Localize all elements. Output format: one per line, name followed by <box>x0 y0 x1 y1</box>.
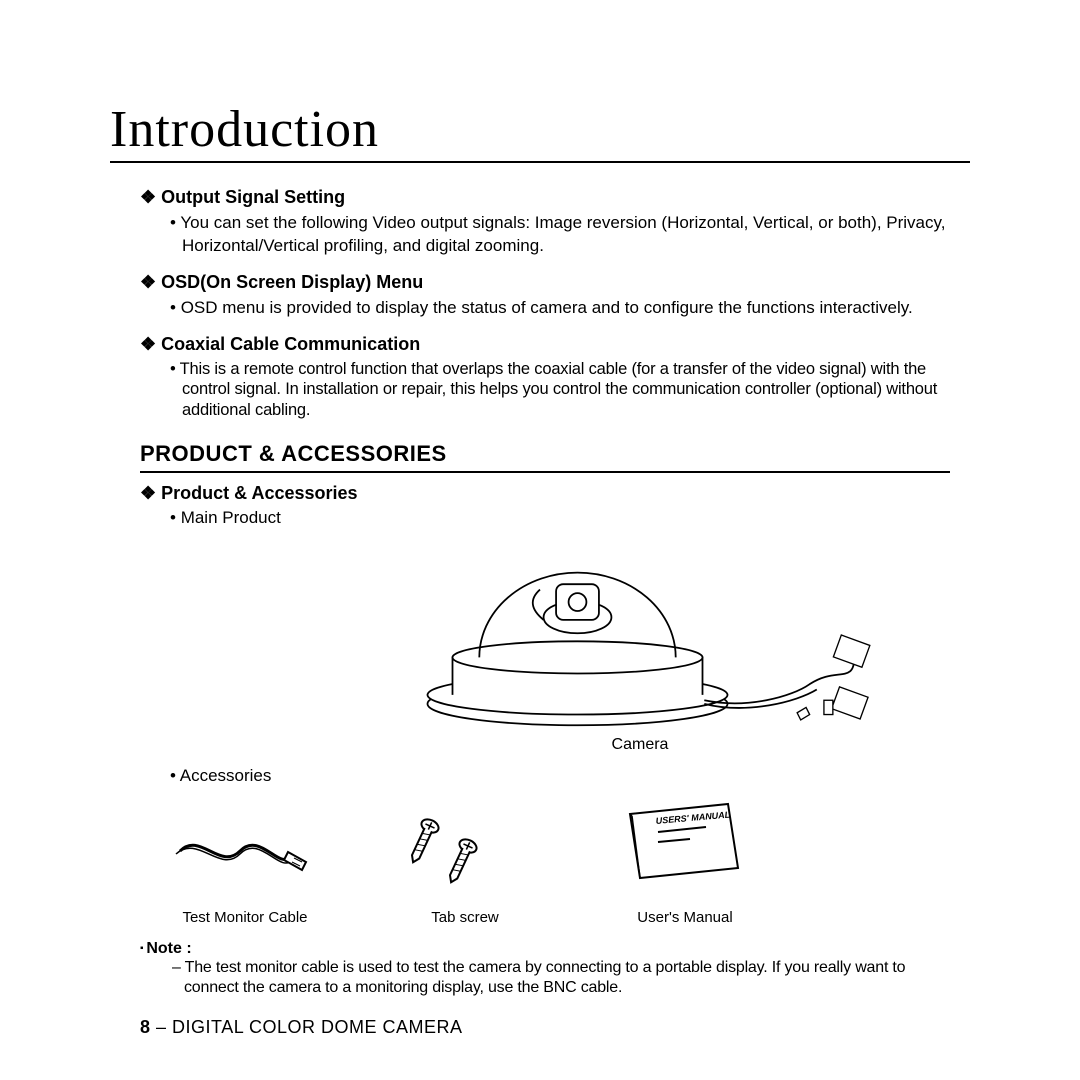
cable-icon <box>170 816 320 891</box>
feature-heading: OSD(On Screen Display) Menu <box>140 272 970 293</box>
product-accessories-subhead: Product & Accessories <box>140 483 970 504</box>
features-list: Output Signal Setting You can set the fol… <box>110 187 970 421</box>
feature-body: You can set the following Video output s… <box>170 212 950 258</box>
note-label: Note : <box>140 940 192 957</box>
section-header-product-accessories: PRODUCT & ACCESSORIES <box>140 441 950 473</box>
accessory-item: Test Monitor Cable <box>170 816 320 926</box>
accessory-caption: User's Manual <box>637 909 732 926</box>
manual-icon: USERS' MANUAL <box>610 796 760 891</box>
accessory-caption: Tab screw <box>431 909 499 926</box>
page-title: Introduction <box>110 100 970 163</box>
note-body: The test monitor cable is used to test t… <box>172 958 950 1000</box>
feature-heading: Coaxial Cable Communication <box>140 334 970 355</box>
camera-illustration: Camera <box>390 534 890 754</box>
accessories-label: Accessories <box>170 766 970 786</box>
accessory-item: USERS' MANUAL User's Manual <box>610 796 760 926</box>
accessory-caption: Test Monitor Cable <box>182 909 307 926</box>
feature-block: OSD(On Screen Display) Menu OSD menu is p… <box>110 272 970 320</box>
note-block: Note : The test monitor cable is used to… <box>140 940 950 1000</box>
footer-product-name: DIGITAL COLOR DOME CAMERA <box>172 1017 463 1037</box>
footer-page-number: 8 <box>140 1017 151 1037</box>
feature-block: Output Signal Setting You can set the fol… <box>110 187 970 258</box>
page-footer: 8 – DIGITAL COLOR DOME CAMERA <box>140 1017 970 1038</box>
feature-body: OSD menu is provided to display the stat… <box>170 297 950 320</box>
accessory-item: Tab screw <box>390 816 540 926</box>
screws-icon <box>390 816 540 891</box>
feature-body: This is a remote control function that o… <box>170 359 950 421</box>
camera-caption: Camera <box>612 736 669 754</box>
accessories-row: Test Monitor Cable Tab screw USERS' MANU… <box>170 796 970 926</box>
main-product-label: Main Product <box>170 508 970 528</box>
feature-heading: Output Signal Setting <box>140 187 970 208</box>
feature-block: Coaxial Cable Communication This is a rem… <box>110 334 970 421</box>
dome-camera-icon <box>390 534 890 754</box>
product-accessories-block: Product & Accessories Main Product <box>110 483 970 926</box>
